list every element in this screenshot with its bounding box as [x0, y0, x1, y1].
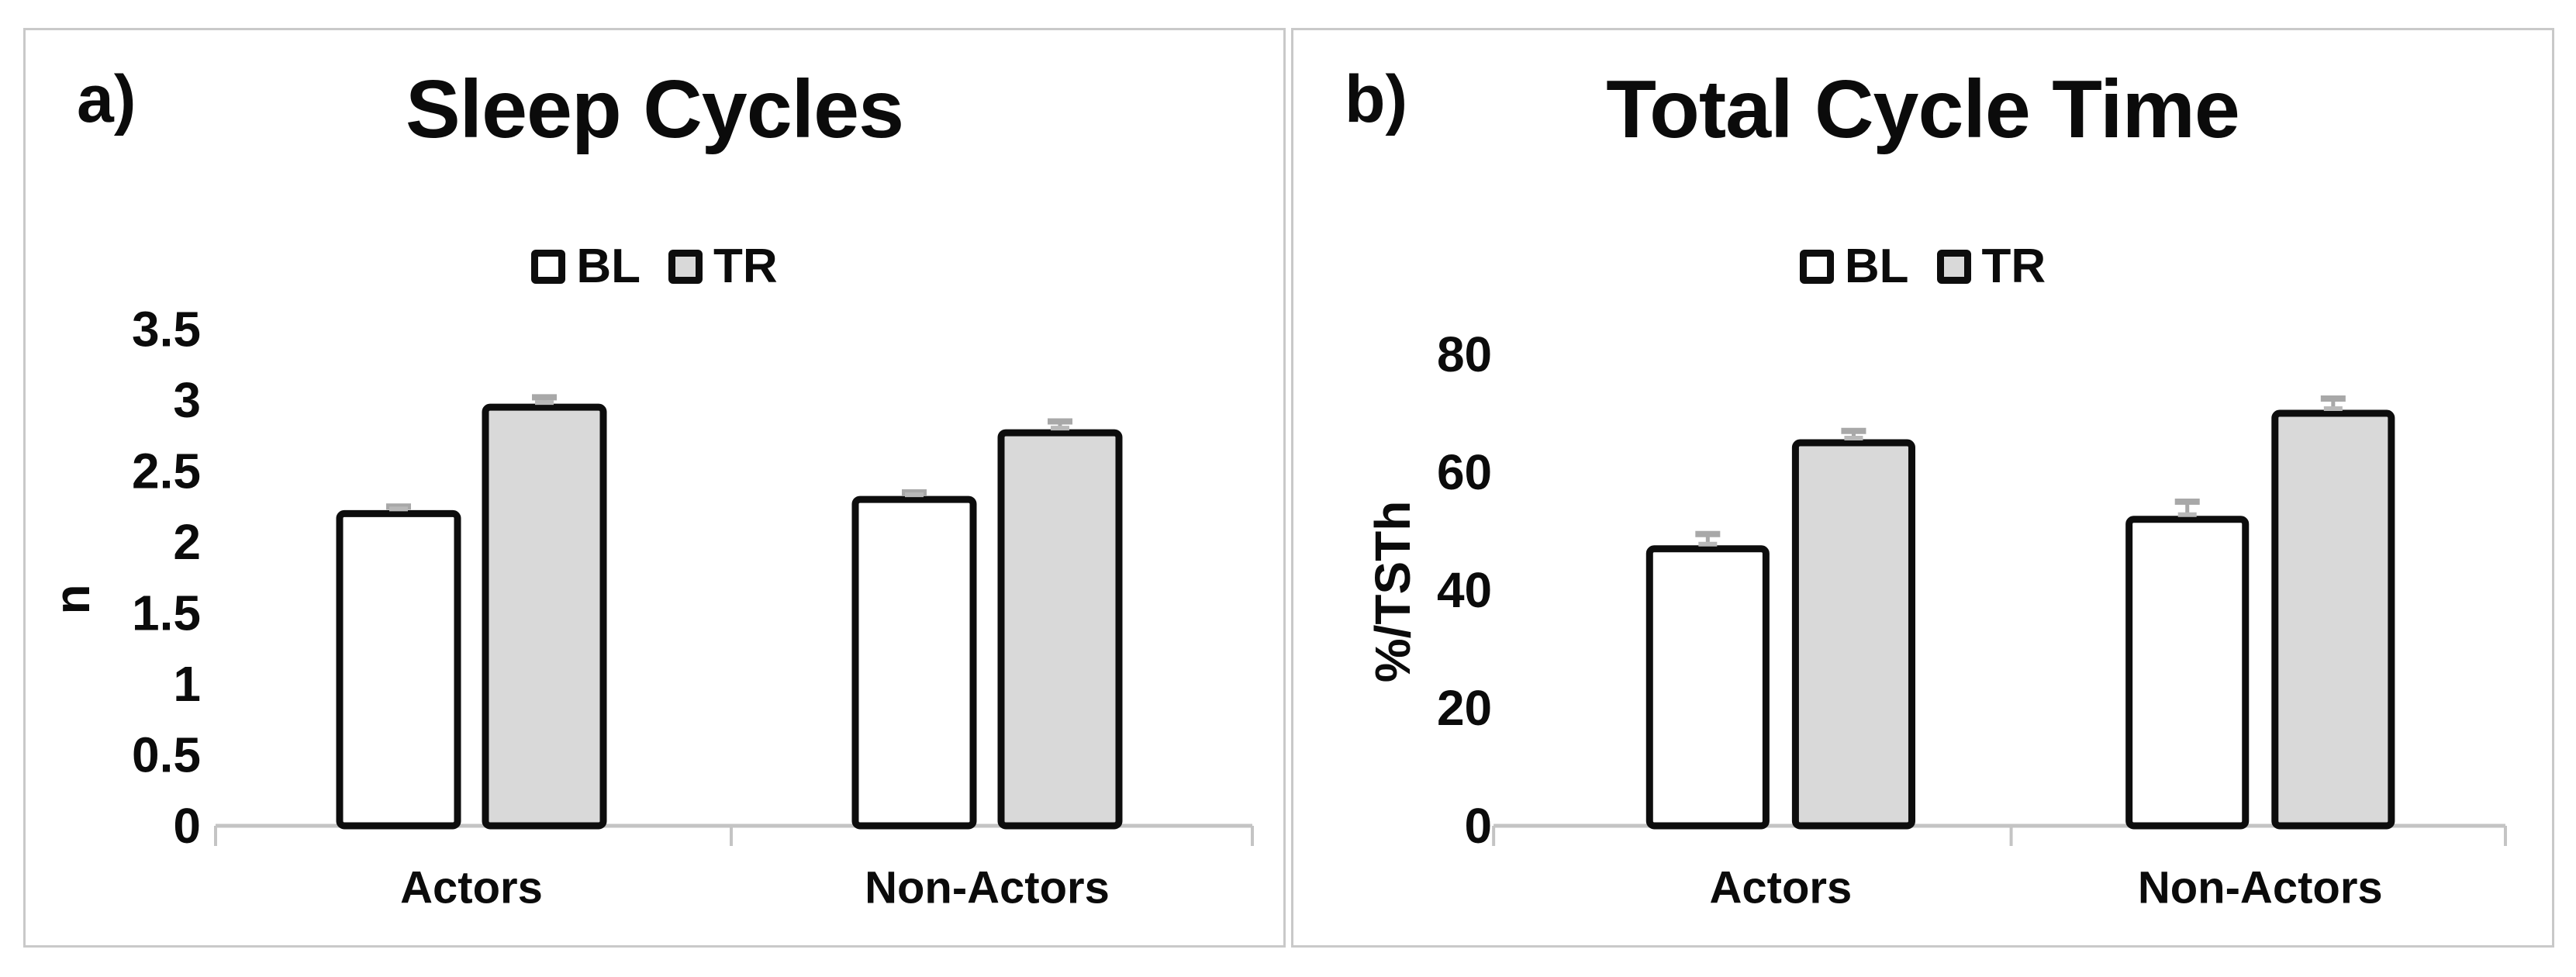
svg-text:0: 0 — [1465, 798, 1493, 854]
legend-item-bl: BL — [1799, 240, 1909, 293]
bar-chart-total-cycle-time: 0 20 40 60 80 %/TSTh Actors Non-Actors — [1365, 326, 2507, 913]
svg-text:Actors: Actors — [400, 863, 543, 913]
panel-b: b) Total Cycle Time BL TR 0 20 40 60 80 %/TST… — [1291, 28, 2554, 948]
bar-chart-sleep-cycles: 0 0.5 1 1.5 2 2.5 3 3.5 n Actors Non-Actors — [44, 302, 1254, 913]
chart-title-sleep-cycles: Sleep Cycles — [405, 64, 904, 155]
svg-text:2.5: 2.5 — [132, 444, 201, 499]
legend-swatch-bl — [1799, 250, 1834, 284]
svg-text:3: 3 — [173, 372, 201, 428]
legend: BL TR — [26, 243, 1283, 291]
svg-text:80: 80 — [1437, 326, 1492, 382]
svg-text:Non-Actors: Non-Actors — [865, 863, 1110, 913]
svg-text:2: 2 — [173, 514, 201, 570]
legend: BL TR — [1293, 243, 2552, 291]
chart-title-total-cycle-time: Total Cycle Time — [1606, 64, 2240, 155]
svg-text:1.5: 1.5 — [132, 585, 201, 641]
legend-label-tr: TR — [1981, 240, 2046, 293]
panel-letter-a: a) — [77, 62, 136, 136]
svg-text:1: 1 — [173, 656, 201, 712]
svg-text:60: 60 — [1437, 444, 1492, 500]
svg-text:0.5: 0.5 — [132, 727, 201, 783]
panel-a: a) Sleep Cycles BL TR 0 0.5 1 1.5 2 2.5 3 3.5 n A… — [23, 28, 1286, 948]
svg-text:40: 40 — [1437, 562, 1492, 618]
svg-text:Non-Actors: Non-Actors — [2138, 863, 2383, 913]
legend-item-bl: BL — [531, 243, 641, 291]
svg-text:%/TSTh: %/TSTh — [1365, 501, 1421, 683]
legend-swatch-bl — [531, 250, 566, 284]
legend-label-bl: BL — [576, 240, 641, 293]
svg-text:0: 0 — [173, 798, 201, 854]
svg-text:3.5: 3.5 — [132, 302, 201, 357]
legend-label-tr: TR — [713, 240, 778, 293]
legend-swatch-tr — [1936, 250, 1971, 284]
svg-text:20: 20 — [1437, 680, 1492, 736]
svg-text:Actors: Actors — [1709, 863, 1852, 913]
legend-label-bl: BL — [1844, 240, 1909, 293]
legend-swatch-tr — [668, 250, 703, 284]
legend-item-tr: TR — [1936, 240, 2046, 293]
legend-item-tr: TR — [668, 243, 778, 291]
svg-text:n: n — [44, 584, 100, 614]
panel-letter-b: b) — [1345, 62, 1408, 136]
